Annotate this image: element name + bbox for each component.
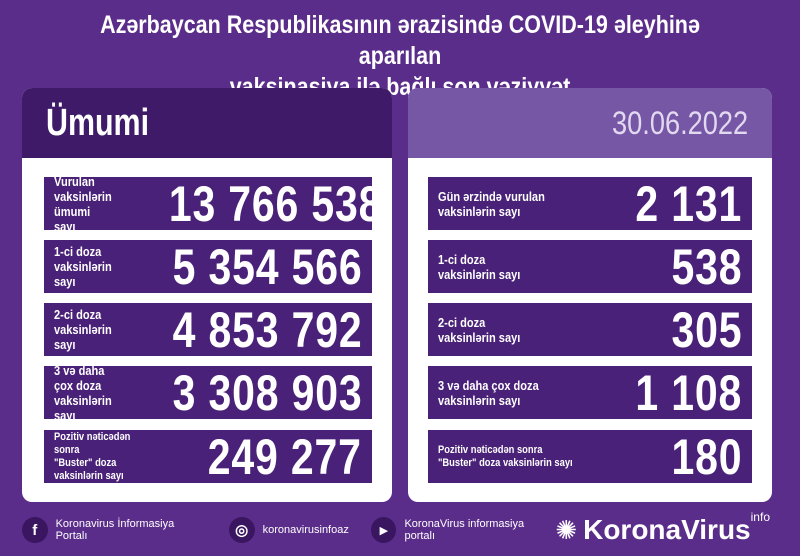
- stat-row: Vurulan vaksinlərin ümumi sayı 13 766 538: [44, 174, 381, 234]
- date-text: 30.06.2022: [611, 104, 748, 141]
- stat-row: 3 və daha çox doza vaksinlərin sayı 3 308…: [44, 363, 372, 423]
- stat-label: Vurulan vaksinlərin ümumi sayı: [54, 173, 112, 234]
- stat-value: 2 131: [635, 175, 742, 232]
- facebook-link[interactable]: f Koronavirus İnformasiya Portalı: [22, 517, 207, 543]
- facebook-label: Koronavirus İnformasiya Portalı: [55, 518, 175, 542]
- stat-label: 3 və daha çox doza vaksinlərin sayı: [54, 362, 112, 423]
- youtube-link[interactable]: ▸ KoronaVirus informasiya portalı: [370, 517, 555, 543]
- youtube-label: KoronaVirus informasiya portalı: [404, 518, 525, 542]
- stat-row: 1-ci doza vaksinlərin sayı 5 354 566: [44, 238, 372, 295]
- instagram-label: koronavirusinfoaz: [262, 524, 349, 536]
- stat-value: 249 277: [208, 428, 362, 485]
- stat-value: 1 108: [635, 364, 742, 421]
- stat-row: 2-ci doza vaksinlərin sayı 4 853 792: [44, 301, 372, 358]
- total-panel: Ümumi Vurulan vaksinlərin ümumi sayı 13 7…: [22, 88, 392, 502]
- footer: f Koronavirus İnformasiya Portalı ◎ korona…: [0, 510, 800, 548]
- stat-label: 1-ci doza vaksinlərin sayı: [54, 244, 112, 289]
- daily-header: 30.06.2022: [408, 88, 772, 158]
- stat-row: 2-ci doza vaksinlərin sayı 305: [428, 301, 752, 358]
- stat-value: 3 308 903: [172, 364, 362, 421]
- stat-row: Pozitiv nəticədən sonra "Buster" doza va…: [428, 428, 752, 485]
- title-line-1: Azərbaycan Respublikasının ərazisində CO…: [100, 11, 700, 70]
- stat-value: 305: [671, 301, 742, 358]
- daily-panel: 30.06.2022 Gün ərzində vurulan vaksinlər…: [408, 88, 772, 502]
- stat-value: 538: [671, 238, 742, 295]
- stat-label: Pozitiv nəticədən sonra "Buster" doza va…: [438, 443, 573, 469]
- stat-label: Gün ərzində vurulan vaksinlərin sayı: [438, 188, 545, 219]
- stat-label: Pozitiv nəticədən sonra "Buster" doza va…: [54, 430, 131, 482]
- brand-name: KoronaVirus: [583, 514, 751, 545]
- stat-label: 2-ci doza vaksinlərin sayı: [54, 307, 112, 352]
- stat-row: Gün ərzində vurulan vaksinlərin sayı 2 13…: [428, 175, 752, 232]
- stat-row: 1-ci doza vaksinlərin sayı 538: [428, 238, 752, 295]
- brand-logo: ✺ KoronaVirus info: [555, 510, 770, 546]
- virus-icon: ✺: [555, 514, 578, 545]
- youtube-icon: ▸: [370, 517, 397, 543]
- instagram-icon: ◎: [228, 517, 255, 543]
- stat-value: 180: [671, 428, 742, 485]
- stat-value: 5 354 566: [172, 238, 362, 295]
- instagram-link[interactable]: ◎ koronavirusinfoaz: [228, 517, 349, 543]
- total-header: Ümumi: [22, 88, 392, 158]
- stat-value: 4 853 792: [172, 301, 362, 358]
- facebook-icon: f: [22, 517, 48, 543]
- stat-label: 1-ci doza vaksinlərin sayı: [438, 251, 521, 282]
- brand-sup: info: [750, 510, 770, 524]
- stat-value: 13 766 538: [168, 175, 383, 232]
- stat-row: Pozitiv nəticədən sonra "Buster" doza va…: [44, 428, 372, 485]
- stat-label: 2-ci doza vaksinlərin sayı: [438, 314, 521, 345]
- stat-row: 3 və daha çox doza vaksinlərin sayı 1 108: [428, 364, 752, 421]
- total-header-text: Ümumi: [46, 101, 150, 144]
- stat-label: 3 və daha çox doza vaksinlərin sayı: [438, 377, 539, 408]
